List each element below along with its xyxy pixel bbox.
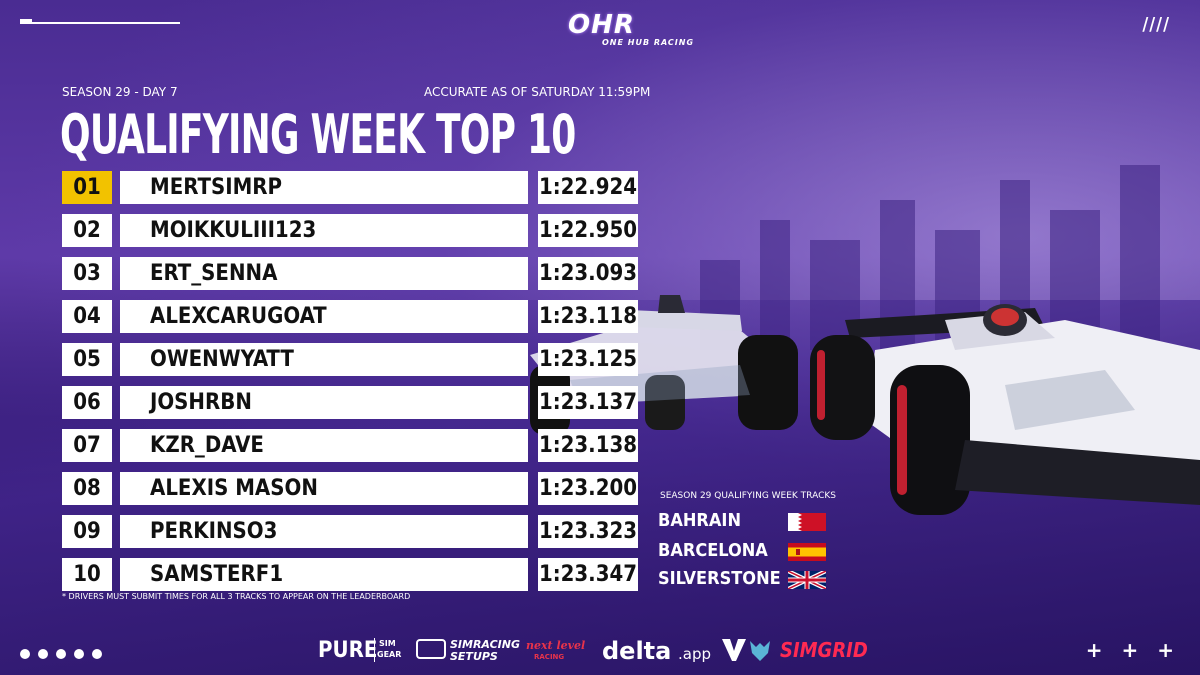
plus-decoration: + + + (1085, 638, 1180, 662)
dot (20, 649, 30, 659)
row-position: 01 (62, 171, 112, 204)
leaderboard-note: * DRIVERS MUST SUBMIT TIMES FOR ALL 3 TR… (62, 592, 411, 601)
sponsor-simgrid: SIMGRID (780, 638, 868, 662)
accuracy-label: ACCURATE AS OF SATURDAY 11:59PM (424, 85, 651, 99)
row-position: 06 (62, 386, 112, 419)
row-driver-name: KZR_DAVE (120, 429, 528, 462)
row-lap-time: 1:23.093 (538, 257, 638, 290)
sponsor-simracing1: SIMRACING (450, 638, 521, 651)
row-lap-time: 1:23.138 (538, 429, 638, 462)
leaderboard-row: 01 MERTSIMRP 1:22.924 (62, 171, 642, 204)
row-position: 03 (62, 257, 112, 290)
sponsor-pure-sub1: SIM (379, 639, 396, 648)
page-title: QUALIFYING WEEK TOP 10 (60, 103, 576, 166)
top-left-line (20, 22, 180, 24)
leaderboard-row: 07 KZR_DAVE 1:23.138 (62, 429, 642, 462)
sponsor-divider (374, 638, 375, 662)
bahrain-flag-icon (788, 513, 826, 531)
dot (38, 649, 48, 659)
dot (92, 649, 102, 659)
row-driver-name: MOIKKULIII123 (120, 214, 528, 247)
season-label: SEASON 29 - DAY 7 (62, 85, 178, 99)
simracing-logo-icon (416, 639, 446, 659)
top-left-dash (20, 19, 32, 22)
track-name: BAHRAIN (658, 510, 742, 531)
sponsor-delta: delta (602, 637, 672, 665)
pagination-dots (20, 644, 110, 663)
row-lap-time: 1:23.118 (538, 300, 638, 333)
row-driver-name: ALEXCARUGOAT (120, 300, 528, 333)
row-driver-name: ERT_SENNA (120, 257, 528, 290)
race-car-front (810, 304, 1200, 515)
row-position: 08 (62, 472, 112, 505)
row-driver-name: ALEXIS MASON (120, 472, 528, 505)
row-driver-name: OWENWYATT (120, 343, 528, 376)
leaderboard-row: 02 MOIKKULIII123 1:22.950 (62, 214, 642, 247)
leaderboard-row: 03 ERT_SENNA 1:23.093 (62, 257, 642, 290)
leaderboard-row: 09 PERKINSO3 1:23.323 (62, 515, 642, 548)
row-driver-name: SAMSTERF1 (120, 558, 528, 591)
row-lap-time: 1:22.924 (538, 171, 638, 204)
sponsor-nextlevel1: next level (526, 639, 586, 652)
logo-mark: OHR (568, 10, 635, 40)
sponsor-simracing2: SETUPS (450, 650, 498, 663)
sponsor-nextlevel2: RACING (534, 653, 565, 661)
logo-subtitle: ONE HUB RACING (602, 38, 695, 47)
leaderboard-row: 06 JOSHRBN 1:23.137 (62, 386, 642, 419)
row-position: 10 (62, 558, 112, 591)
row-driver-name: PERKINSO3 (120, 515, 528, 548)
row-lap-time: 1:23.323 (538, 515, 638, 548)
slash-decoration: //// (1142, 14, 1170, 35)
spain-flag-icon (788, 543, 826, 561)
ohr-logo: OHR ONE HUB RACING (568, 10, 698, 47)
v-logo-icon (722, 639, 746, 661)
uk-flag-icon (788, 571, 826, 589)
row-driver-name: MERTSIMRP (120, 171, 528, 204)
row-lap-time: 1:23.125 (538, 343, 638, 376)
row-lap-time: 1:22.950 (538, 214, 638, 247)
track-name: BARCELONA (658, 540, 768, 561)
leaderboard-row: 05 OWENWYATT 1:23.125 (62, 343, 642, 376)
sponsor-delta-suffix: .app (678, 645, 712, 663)
leaderboard-row: 04 ALEXCARUGOAT 1:23.118 (62, 300, 642, 333)
leaderboard-row: 10 SAMSTERF1 1:23.347 (62, 558, 642, 591)
row-position: 04 (62, 300, 112, 333)
tracks-title: SEASON 29 QUALIFYING WEEK TRACKS (660, 491, 836, 501)
row-driver-name: JOSHRBN (120, 386, 528, 419)
track-name: SILVERSTONE (658, 568, 781, 589)
dot (56, 649, 66, 659)
row-position: 09 (62, 515, 112, 548)
wolf-logo-icon (750, 641, 770, 661)
row-position: 02 (62, 214, 112, 247)
dot (74, 649, 84, 659)
sponsor-pure: PURE (318, 638, 378, 663)
leaderboard-row: 08 ALEXIS MASON 1:23.200 (62, 472, 642, 505)
row-lap-time: 1:23.200 (538, 472, 638, 505)
row-lap-time: 1:23.347 (538, 558, 638, 591)
row-lap-time: 1:23.137 (538, 386, 638, 419)
row-position: 05 (62, 343, 112, 376)
row-position: 07 (62, 429, 112, 462)
sponsor-pure-sub2: GEAR (377, 650, 402, 659)
